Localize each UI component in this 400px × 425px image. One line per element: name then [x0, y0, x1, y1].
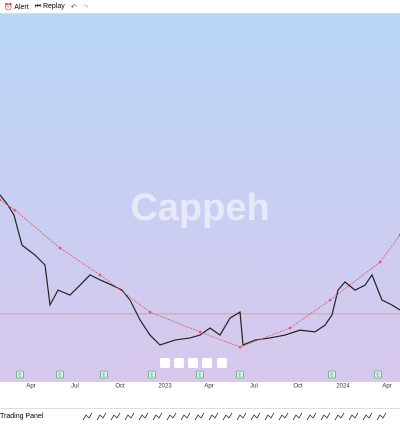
redo[interactable]: ↷ [82, 3, 89, 11]
event-badge [328, 370, 336, 379]
x-tick-label: Jul [250, 384, 258, 390]
zoom-out[interactable] [160, 358, 170, 368]
replay-label: Replay [42, 2, 65, 10]
event-badge [100, 370, 108, 379]
x-tick-label: Apr [26, 384, 35, 390]
curve-point [288, 326, 292, 330]
event-label: E [330, 372, 334, 378]
event-label: E [376, 372, 380, 378]
watermark: Cappeh [130, 187, 269, 229]
tool-icon[interactable] [320, 412, 331, 421]
x-tick-label: Apr [204, 384, 213, 390]
tool-icon[interactable] [110, 412, 121, 421]
tool-icon[interactable] [292, 412, 303, 421]
event-badge [236, 370, 244, 379]
scroll-left[interactable] [188, 358, 198, 368]
undo[interactable]: ↶ [70, 3, 77, 11]
tool-icon[interactable] [306, 412, 317, 421]
zoom-in[interactable] [174, 358, 184, 368]
alert-button[interactable]: ⏰ Alert [4, 3, 29, 11]
nav-buttons [160, 358, 227, 368]
alert-label: Alert [14, 3, 29, 11]
x-tick-label: Oct [293, 384, 303, 390]
curve-point [13, 208, 17, 212]
tool-icon[interactable] [222, 412, 233, 421]
x-tick-label: Jul [71, 384, 79, 390]
tool-icon[interactable] [166, 412, 177, 421]
event-label: E [102, 372, 106, 378]
tool-icon[interactable] [362, 412, 373, 421]
curve-point [58, 246, 62, 250]
curve-point [98, 273, 102, 277]
curve-point [238, 345, 242, 349]
x-tick-label: Oct [115, 384, 125, 390]
event-label: E [58, 372, 62, 378]
curve-point [328, 298, 332, 302]
event-badge [148, 370, 156, 379]
series-line [0, 194, 400, 346]
event-label: E [238, 372, 242, 378]
tool-icon[interactable] [180, 412, 191, 421]
drawing-tools [82, 412, 387, 421]
tool-icon[interactable] [208, 412, 219, 421]
event-label: E [18, 372, 22, 378]
toolbar: ⏰ Alert ⏮ Replay ↶ ↷ [0, 0, 400, 14]
tool-icon[interactable] [194, 412, 205, 421]
tool-icon[interactable] [82, 412, 93, 421]
bottom-bar: Trading Panel [0, 408, 400, 425]
tool-icon[interactable] [152, 412, 163, 421]
tool-icon[interactable] [96, 412, 107, 421]
trading-panel[interactable]: Trading Panel [0, 413, 44, 420]
curve-point [148, 310, 152, 314]
event-label: E [198, 372, 202, 378]
curve-point [198, 330, 202, 334]
tool-icon[interactable] [264, 412, 275, 421]
event-label: E [150, 372, 154, 378]
chart-background [0, 14, 400, 382]
event-badge [196, 370, 204, 379]
tool-icon[interactable] [348, 412, 359, 421]
scroll-right[interactable] [202, 358, 212, 368]
event-badge [374, 370, 382, 379]
tool-icon[interactable] [124, 412, 135, 421]
tool-icon[interactable] [376, 412, 387, 421]
x-tick-label: 2023 [158, 384, 172, 390]
replay-button[interactable]: ⏮ Replay [34, 2, 65, 10]
tool-icon[interactable] [334, 412, 345, 421]
x-tick-label: Apr [382, 384, 391, 390]
tool-icon[interactable] [278, 412, 289, 421]
tool-icon[interactable] [250, 412, 261, 421]
tool-icon[interactable] [236, 412, 247, 421]
x-tick-label: 2024 [336, 384, 350, 390]
tool-icon[interactable] [138, 412, 149, 421]
curve-point [378, 260, 382, 264]
event-badge [56, 370, 64, 379]
reset[interactable] [217, 358, 227, 368]
event-badge [16, 370, 24, 379]
curve-point [0, 198, 2, 202]
